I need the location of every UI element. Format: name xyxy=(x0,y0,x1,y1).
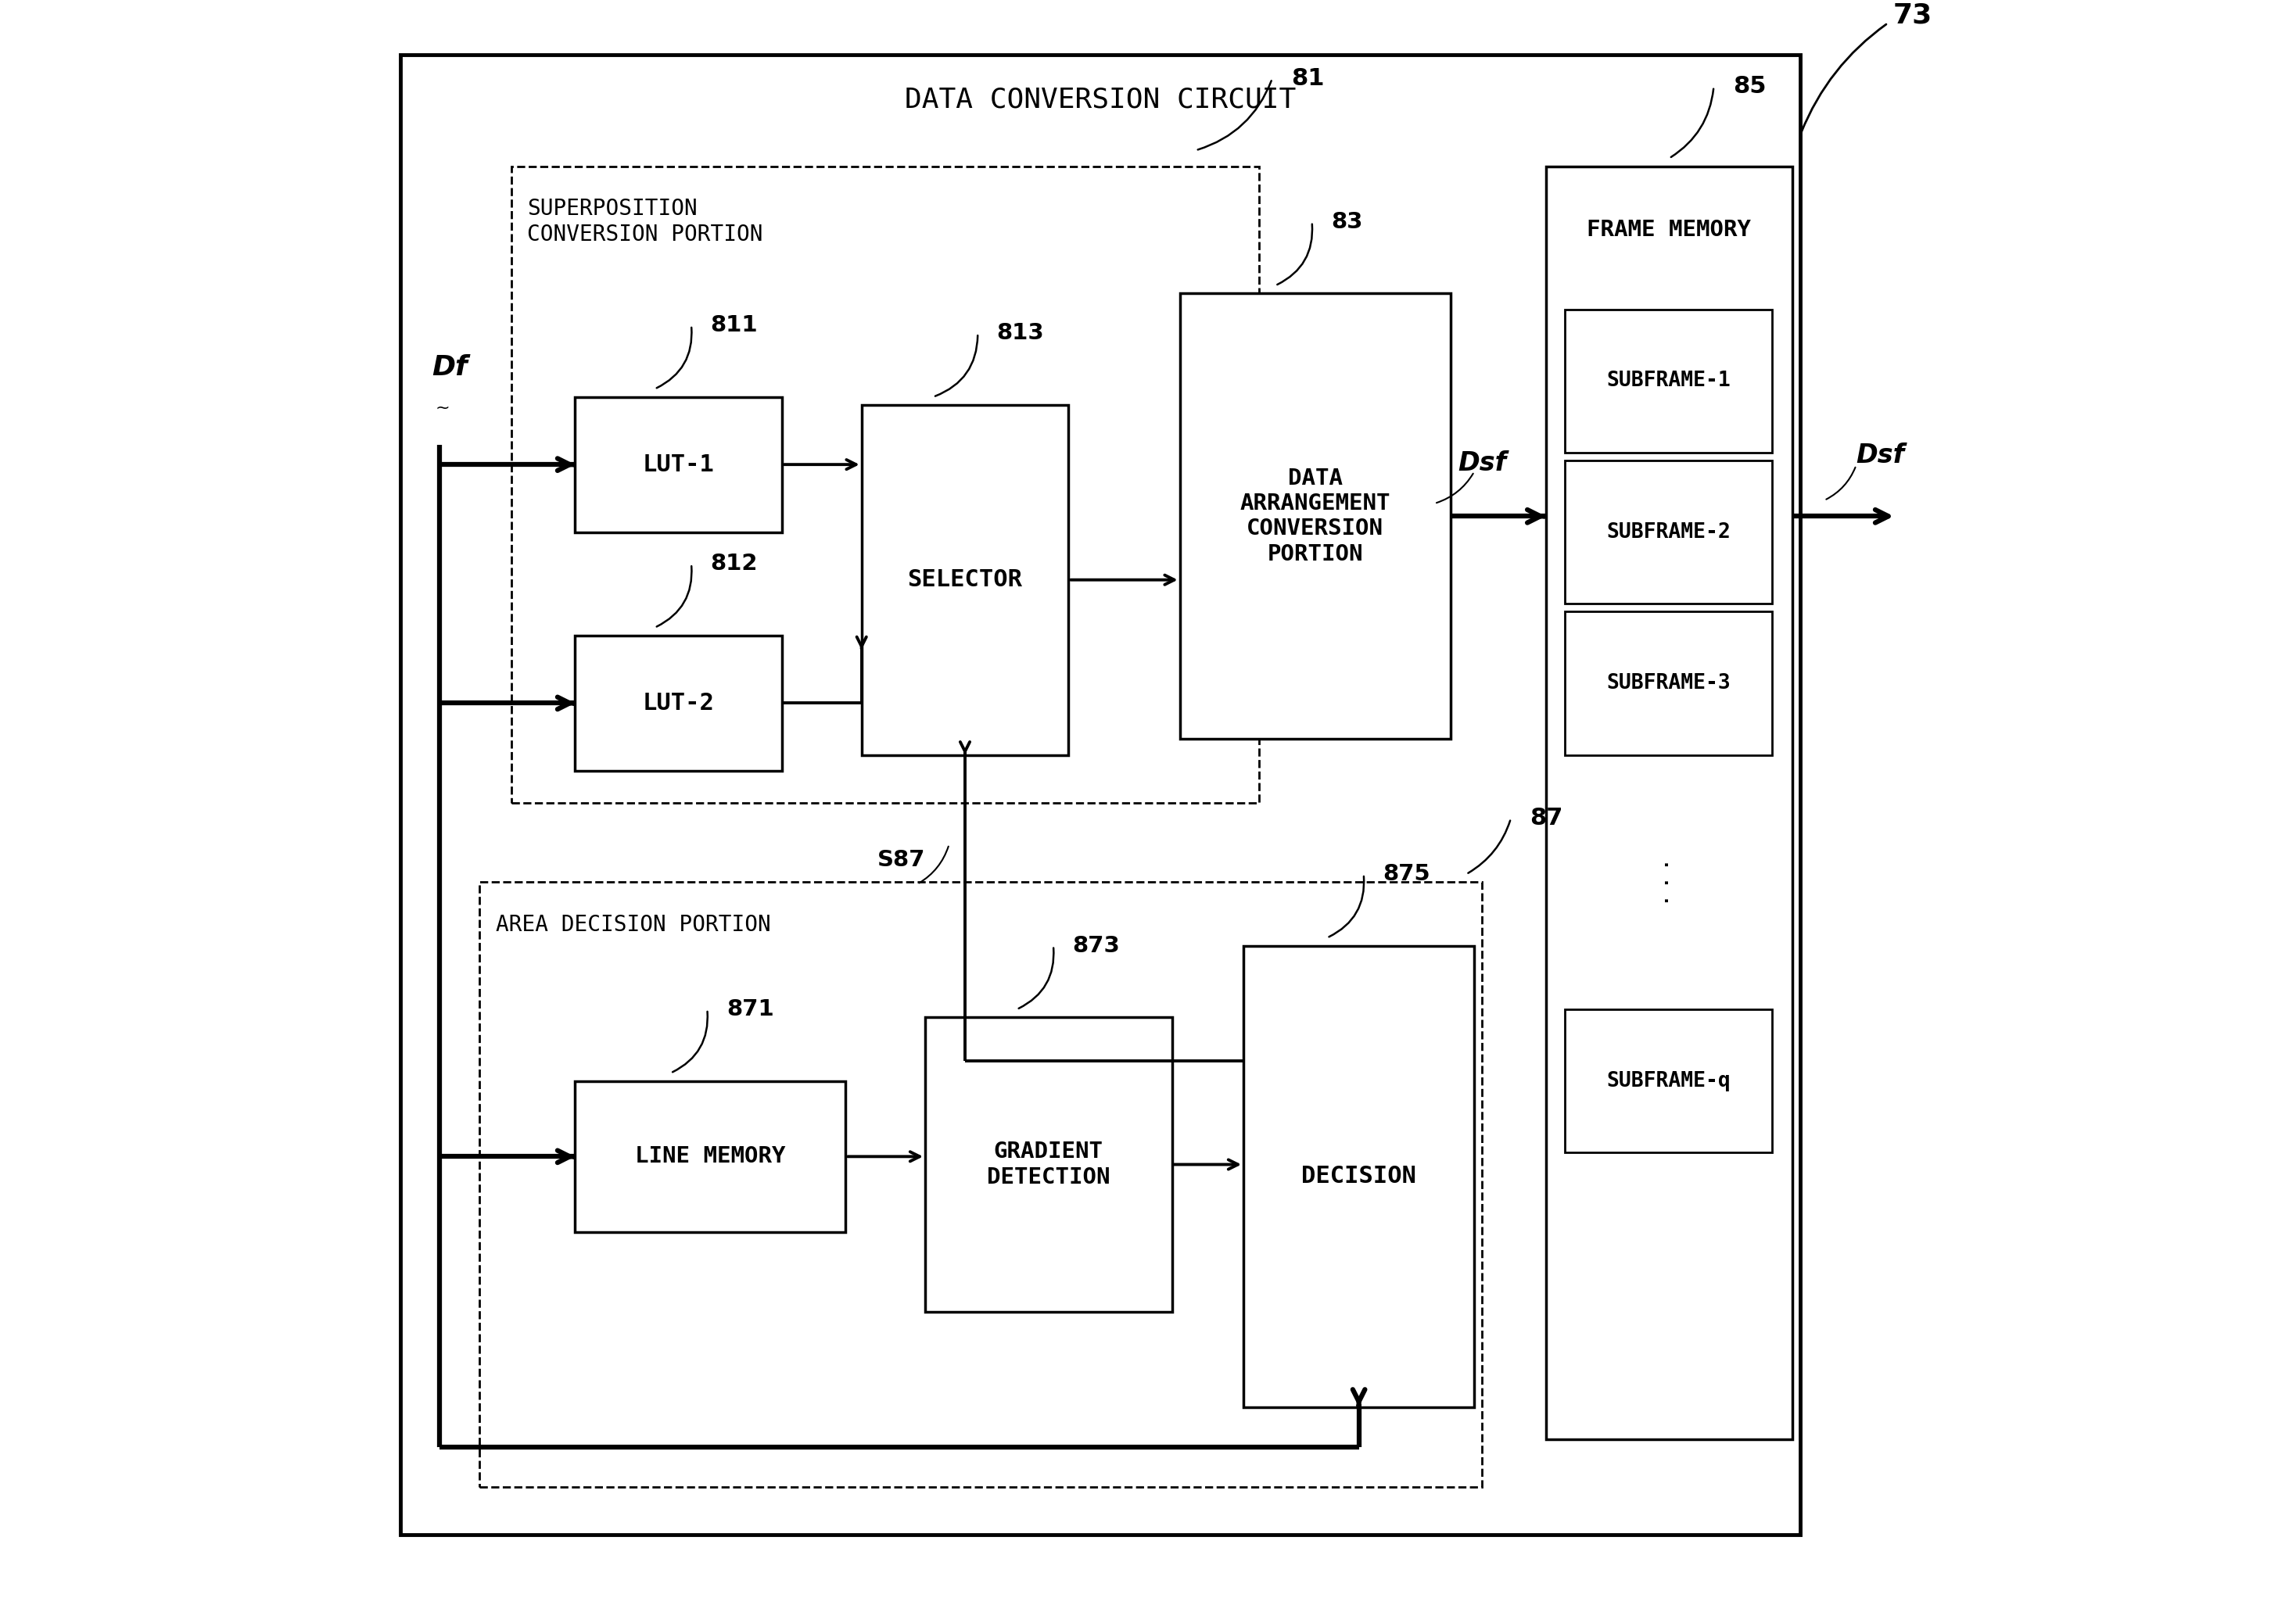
Bar xyxy=(400,54,1800,1534)
Text: 875: 875 xyxy=(1382,863,1430,885)
Text: SUBFRAME-1: SUBFRAME-1 xyxy=(1607,371,1731,392)
Bar xyxy=(1566,310,1773,452)
Bar xyxy=(512,166,1261,802)
Text: FRAME MEMORY: FRAME MEMORY xyxy=(1587,219,1752,241)
Bar xyxy=(861,404,1068,754)
Text: 811: 811 xyxy=(709,315,758,336)
Bar xyxy=(925,1018,1171,1312)
Bar xyxy=(1566,1010,1773,1152)
Text: DECISION: DECISION xyxy=(1302,1165,1417,1187)
Bar xyxy=(1566,460,1773,604)
Bar xyxy=(574,636,783,770)
Text: Dsf: Dsf xyxy=(1855,443,1906,468)
Text: DATA
ARRANGEMENT
CONVERSION
PORTION: DATA ARRANGEMENT CONVERSION PORTION xyxy=(1240,467,1391,566)
Text: 87: 87 xyxy=(1529,807,1564,829)
Text: SUBFRAME-2: SUBFRAME-2 xyxy=(1607,523,1731,542)
Text: 83: 83 xyxy=(1332,211,1362,233)
Text: Df: Df xyxy=(432,355,468,380)
Bar xyxy=(574,396,783,532)
Text: LUT-1: LUT-1 xyxy=(643,454,714,476)
Bar xyxy=(480,882,1483,1486)
Bar xyxy=(574,1080,845,1232)
Text: ~: ~ xyxy=(436,401,450,415)
Text: AREA DECISION PORTION: AREA DECISION PORTION xyxy=(496,914,771,936)
Text: LINE MEMORY: LINE MEMORY xyxy=(636,1146,785,1168)
Bar xyxy=(1566,612,1773,754)
Text: DATA CONVERSION CIRCUIT: DATA CONVERSION CIRCUIT xyxy=(905,86,1295,113)
Text: SUBFRAME-3: SUBFRAME-3 xyxy=(1607,673,1731,694)
Bar xyxy=(1180,294,1451,738)
Text: Dsf: Dsf xyxy=(1458,451,1506,476)
Text: 812: 812 xyxy=(709,553,758,575)
Text: SUPERPOSITION
CONVERSION PORTION: SUPERPOSITION CONVERSION PORTION xyxy=(528,198,762,244)
Text: 81: 81 xyxy=(1290,67,1325,89)
Bar xyxy=(1545,166,1793,1438)
Text: 85: 85 xyxy=(1733,75,1766,97)
Text: SUBFRAME-q: SUBFRAME-q xyxy=(1607,1071,1731,1091)
Text: 871: 871 xyxy=(726,999,774,1021)
Text: · · ·: · · · xyxy=(1655,860,1683,904)
Text: 873: 873 xyxy=(1072,935,1120,957)
Text: LUT-2: LUT-2 xyxy=(643,692,714,714)
Text: 813: 813 xyxy=(996,323,1045,344)
Text: SELECTOR: SELECTOR xyxy=(907,569,1022,591)
Text: S87: S87 xyxy=(877,849,925,871)
Text: GRADIENT
DETECTION: GRADIENT DETECTION xyxy=(987,1141,1111,1187)
Bar xyxy=(1244,946,1474,1408)
Text: 73: 73 xyxy=(1892,2,1931,29)
